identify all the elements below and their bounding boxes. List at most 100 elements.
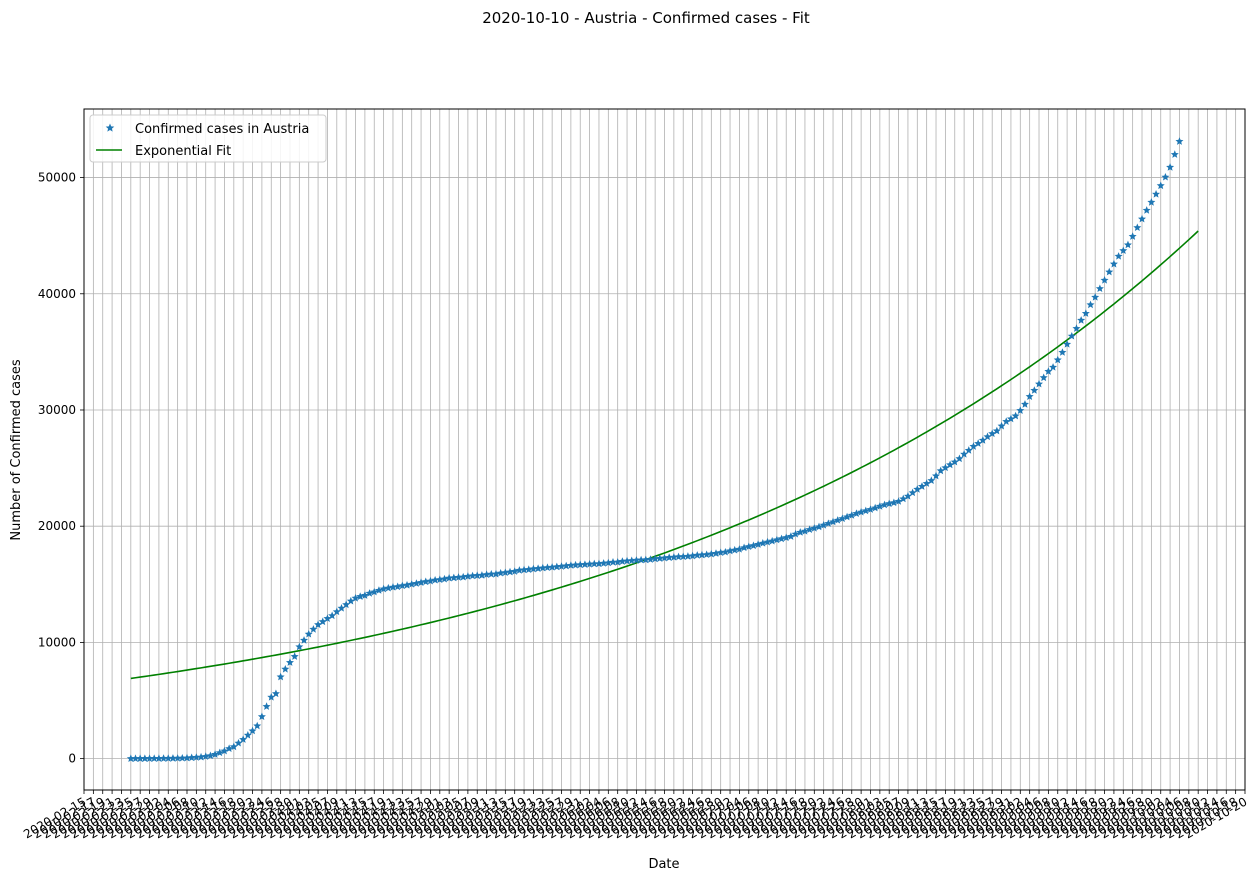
data-point: [768, 536, 777, 545]
data-point: [1053, 355, 1062, 364]
data-point: [1016, 406, 1025, 414]
data-point: [482, 570, 491, 579]
y-tick-label: 30000: [38, 403, 76, 417]
data-point: [950, 457, 959, 466]
data-point: [861, 506, 870, 515]
data-point: [515, 566, 524, 574]
legend-box: [89, 114, 327, 163]
data-point: [379, 584, 388, 593]
y-tick-label: 20000: [38, 519, 76, 533]
data-point: [791, 529, 800, 538]
data-point: [903, 492, 912, 500]
data-point: [594, 559, 603, 568]
data-point: [974, 439, 983, 447]
data-point: [609, 558, 617, 566]
data-point: [501, 568, 510, 577]
data-point: [1133, 223, 1142, 232]
data-point: [1081, 309, 1090, 317]
data-point: [1128, 232, 1137, 240]
data-point: [913, 485, 922, 493]
data-point: [758, 539, 767, 547]
data-point: [1035, 379, 1044, 388]
data-point: [173, 754, 182, 762]
data-point: [309, 625, 318, 633]
data-point: [388, 583, 397, 591]
data-point: [716, 548, 725, 557]
data-point: [281, 664, 290, 673]
data-point: [220, 746, 229, 755]
data-point: [969, 442, 978, 450]
data-point: [922, 479, 931, 487]
data-point: [599, 559, 608, 567]
data-point: [1072, 324, 1081, 332]
data-point: [782, 533, 791, 542]
data-point: [857, 507, 866, 516]
data-point: [496, 568, 505, 577]
data-point: [187, 753, 196, 762]
data-point: [145, 754, 154, 762]
y-tick-label: 40000: [38, 287, 76, 301]
data-point: [164, 754, 173, 762]
data-point: [276, 672, 285, 681]
data-point: [337, 604, 346, 612]
data-point: [927, 476, 936, 484]
data-point: [997, 421, 1006, 430]
y-axis: 0 10000 20000 30000 40000 50000: [38, 171, 84, 766]
data-point: [290, 652, 299, 660]
data-point: [1142, 206, 1151, 214]
data-point: [300, 636, 309, 644]
data-point: [618, 557, 627, 565]
data-point: [520, 565, 529, 574]
data-point: [168, 754, 177, 762]
data-point: [253, 721, 262, 730]
data-point: [295, 642, 304, 651]
data-point: [730, 545, 739, 554]
data-point: [1002, 417, 1011, 425]
data-point: [1109, 259, 1118, 268]
data-point: [506, 567, 515, 576]
data-point: [243, 731, 252, 739]
data-point: [604, 558, 613, 567]
data-point: [412, 579, 421, 587]
data-point: [150, 754, 159, 762]
data-point: [946, 460, 955, 469]
data-point: [585, 559, 594, 568]
data-point: [285, 658, 294, 666]
data-point: [192, 753, 201, 761]
data-point: [374, 586, 383, 594]
data-point: [754, 540, 763, 548]
data-point: [955, 454, 964, 463]
data-point: [571, 560, 580, 569]
data-point: [534, 564, 543, 572]
data-point: [693, 551, 702, 559]
data-point: [1025, 392, 1034, 400]
y-tick-label: 50000: [38, 171, 76, 185]
legend-marker-confirmed: [105, 123, 115, 132]
data-point: [992, 426, 1001, 435]
data-point: [978, 436, 987, 444]
data-point: [557, 562, 566, 570]
data-point: [576, 560, 585, 569]
data-point: [1044, 367, 1053, 375]
data-point: [637, 555, 646, 564]
data-point: [1091, 293, 1100, 301]
data-point: [538, 563, 547, 572]
data-point: [932, 471, 941, 480]
x-axis: 2020-02-152020-02-172020-02-192020-02-21…: [21, 790, 1250, 841]
data-point: [178, 753, 187, 762]
data-point: [449, 573, 458, 582]
y-tick-label: 10000: [38, 635, 76, 649]
data-point: [983, 432, 992, 441]
data-point: [613, 558, 622, 566]
data-point: [454, 573, 463, 581]
data-point: [365, 589, 374, 597]
data-point: [271, 689, 280, 698]
data-point: [843, 512, 852, 521]
data-point: [360, 591, 369, 599]
data-point: [393, 582, 402, 591]
data-point: [847, 511, 856, 519]
data-point: [627, 556, 636, 565]
data-point: [435, 575, 444, 584]
data-point: [707, 549, 716, 558]
data-point: [491, 569, 500, 578]
